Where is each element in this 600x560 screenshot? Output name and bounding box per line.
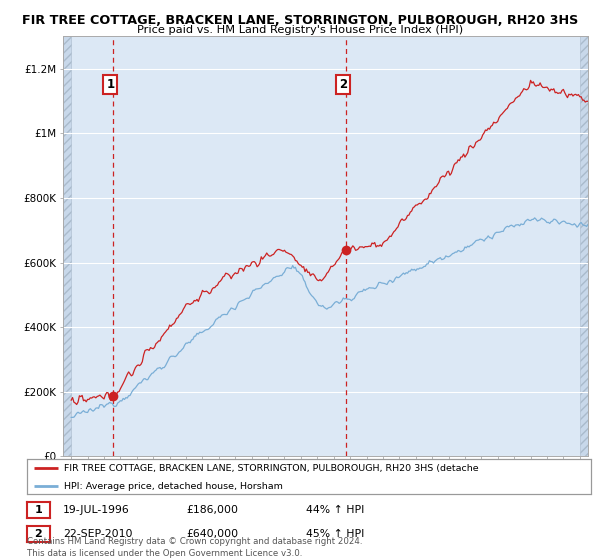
Text: £640,000: £640,000	[186, 529, 238, 539]
Text: Price paid vs. HM Land Registry's House Price Index (HPI): Price paid vs. HM Land Registry's House …	[137, 25, 463, 35]
Text: 2: 2	[339, 78, 347, 91]
Text: 19-JUL-1996: 19-JUL-1996	[63, 505, 130, 515]
Text: Contains HM Land Registry data © Crown copyright and database right 2024.
This d: Contains HM Land Registry data © Crown c…	[27, 537, 362, 558]
Text: £186,000: £186,000	[186, 505, 238, 515]
Text: 1: 1	[35, 505, 42, 515]
Text: 44% ↑ HPI: 44% ↑ HPI	[306, 505, 364, 515]
Text: FIR TREE COTTAGE, BRACKEN LANE, STORRINGTON, PULBOROUGH, RH20 3HS (detache: FIR TREE COTTAGE, BRACKEN LANE, STORRING…	[64, 464, 478, 473]
Text: 22-SEP-2010: 22-SEP-2010	[63, 529, 133, 539]
Bar	[580, 36, 588, 456]
Text: 1: 1	[106, 78, 115, 91]
Text: HPI: Average price, detached house, Horsham: HPI: Average price, detached house, Hors…	[64, 482, 283, 491]
Text: FIR TREE COTTAGE, BRACKEN LANE, STORRINGTON, PULBOROUGH, RH20 3HS: FIR TREE COTTAGE, BRACKEN LANE, STORRING…	[22, 14, 578, 27]
Bar	[63, 36, 71, 456]
Text: 45% ↑ HPI: 45% ↑ HPI	[306, 529, 364, 539]
Text: 2: 2	[35, 529, 42, 539]
